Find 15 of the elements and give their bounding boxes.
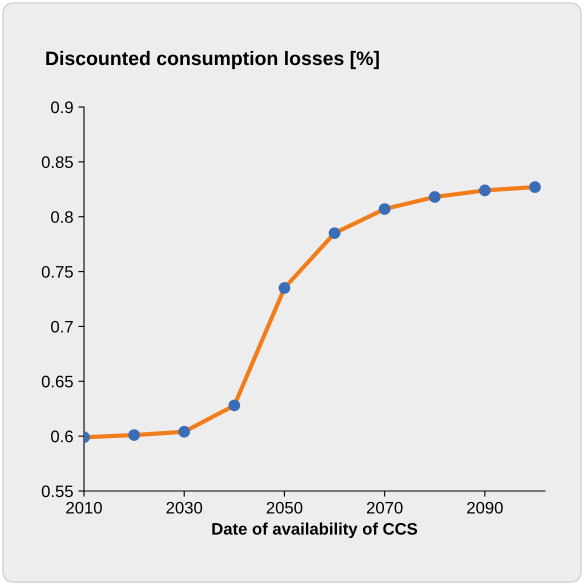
x-axis-title: Date of availability of CCS <box>212 522 418 538</box>
x-tick-label: 2030 <box>166 502 202 514</box>
y-tick-label: 0.65 <box>42 376 73 388</box>
y-tick-label: 0.9 <box>51 101 73 114</box>
y-tick-label: 0.7 <box>51 320 73 333</box>
x-tick-label: 2070 <box>366 502 403 514</box>
x-tick-label: 2090 <box>467 502 503 514</box>
y-tick-label: 0.55 <box>42 485 73 498</box>
y-tick-label: 0.8 <box>51 211 73 223</box>
y-tick-label: 0.75 <box>42 266 73 278</box>
y-tick-label: 0.6 <box>51 430 73 442</box>
x-tick-label: 2010 <box>66 502 102 514</box>
chart-title: Discounted consumption losses [%] <box>46 50 379 70</box>
x-tick-label: 2050 <box>266 502 302 514</box>
y-tick-label: 0.85 <box>42 156 73 168</box>
